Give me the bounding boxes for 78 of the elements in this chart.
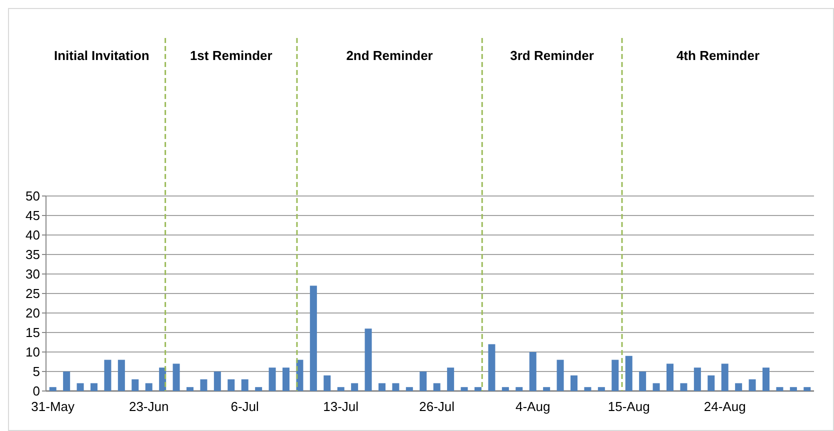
bar [132,379,139,391]
bar [324,375,331,391]
bar [351,383,358,391]
bar [474,387,482,391]
y-tick-label: 25 [26,286,40,302]
bar [406,387,413,391]
y-tick-label: 50 [26,188,40,204]
bar [666,364,674,391]
bar [310,286,317,391]
bar [228,379,235,391]
bar [76,383,84,391]
y-tick-label: 30 [26,266,40,282]
bar [570,375,578,391]
x-tick-label: 13-Jul [323,399,359,414]
bar [625,356,632,391]
bar [543,387,550,391]
bar [49,387,56,391]
bar [708,375,715,391]
bar [804,387,811,391]
x-tick-label: 23-Jun [128,399,169,414]
x-tick-label: 26-Jul [419,399,455,414]
bar [652,383,660,391]
x-tick-label: 4-Aug [516,399,550,414]
bar [337,387,344,391]
bar [680,383,688,391]
bar [516,387,523,391]
bar [433,383,440,391]
bar [63,372,70,391]
x-tick-label: 24-Aug [704,399,746,414]
bar [502,387,509,391]
bar [104,360,112,391]
y-tick-label: 40 [26,228,40,243]
bar [378,383,386,391]
bar [762,368,770,391]
bar [268,368,276,391]
bar [186,387,194,391]
text: 4th Reminder [676,48,760,63]
text: Initial Invitation [54,48,150,63]
bar [90,383,98,391]
bar [556,360,564,391]
text: 2nd Reminder [346,48,433,63]
bar [282,368,290,391]
bar [776,387,784,391]
text: 1st Reminder [190,48,272,63]
bar [694,368,701,391]
bar [172,364,180,391]
bar [145,383,152,391]
x-tick-label: 15-Aug [608,399,650,414]
bar [447,368,454,391]
y-tick-label: 10 [26,344,40,360]
bar [488,344,496,391]
bar [118,360,125,391]
x-tick-label: 31-May [31,399,76,414]
y-tick-label: 5 [32,364,40,380]
bar [639,372,646,391]
bar [241,379,248,391]
x-tick-label: 6-Jul [230,399,260,414]
bar [460,387,468,391]
bar [735,383,742,391]
text: 3rd Reminder [510,48,594,63]
bar [364,328,372,391]
bar [584,387,592,391]
y-tick-label: 45 [26,208,40,224]
bar [529,352,536,391]
bar [420,372,427,391]
y-tick-label: 0 [32,384,40,399]
bar [255,387,262,391]
bar [790,387,797,391]
bar [598,387,605,391]
bar [200,379,208,391]
y-tick-label: 35 [26,247,40,262]
y-tick-label: 20 [26,306,40,321]
bar [392,383,400,391]
y-tick-label: 15 [26,325,40,340]
bar [721,364,728,391]
bar [214,372,221,391]
bar [748,379,756,391]
bar [612,360,619,391]
